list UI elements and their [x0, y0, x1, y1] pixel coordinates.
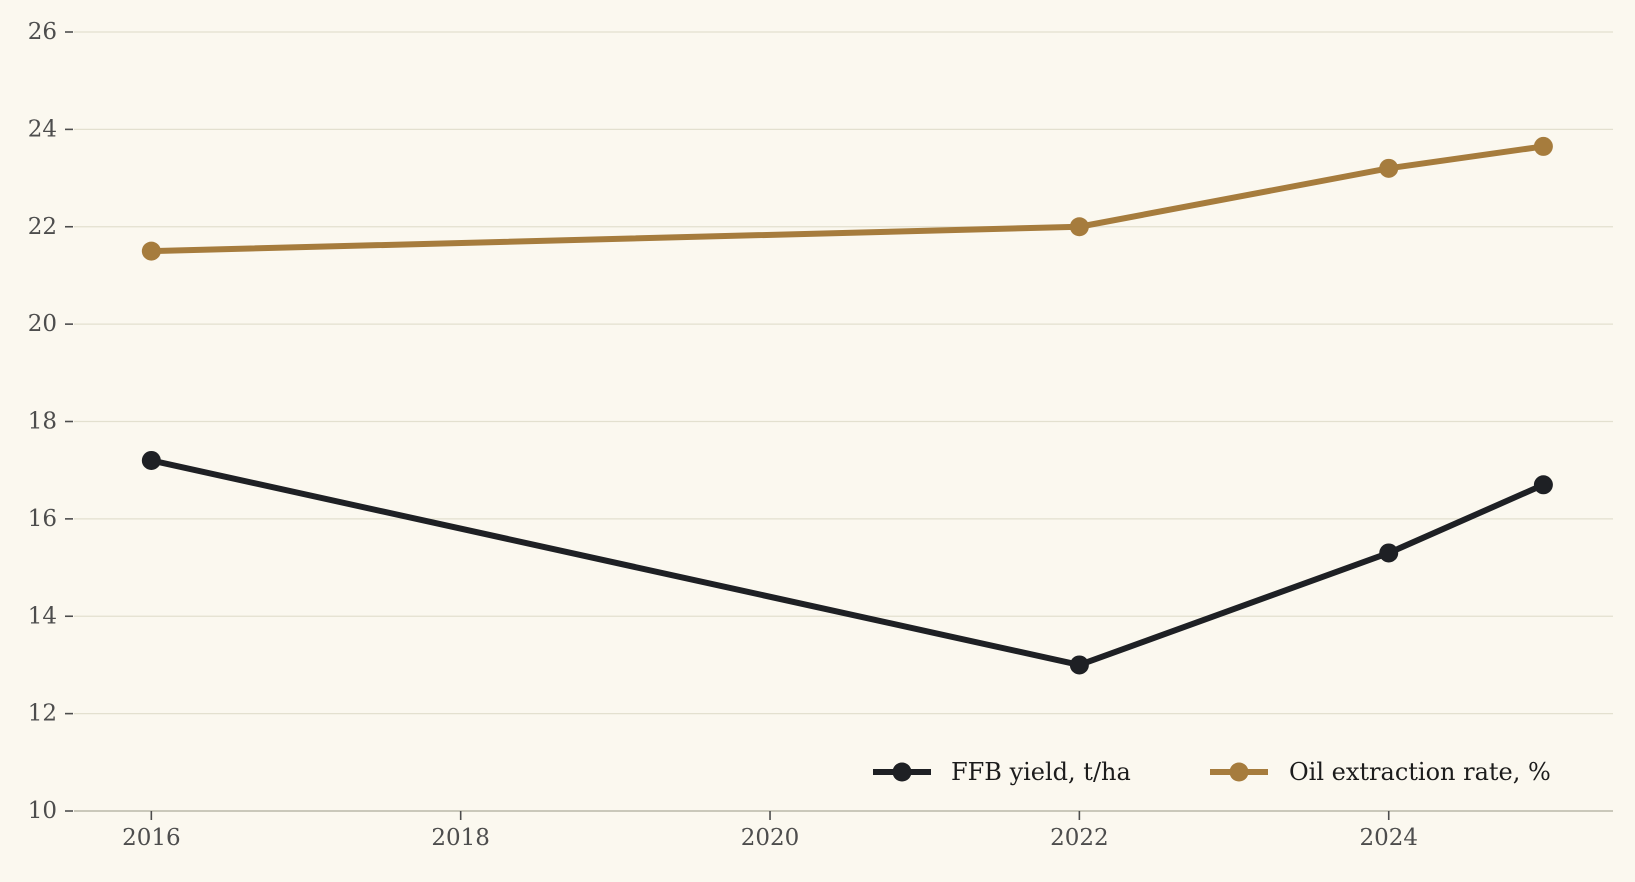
data-point-1-2024	[1379, 158, 1399, 178]
y-tick-label: 14	[28, 603, 57, 629]
y-tick-label: 24	[28, 116, 57, 142]
legend: FFB yield, t/ha Oil extraction rate, %	[873, 758, 1551, 786]
y-tick-label: 18	[28, 409, 57, 435]
x-tick-label: 2016	[122, 825, 181, 851]
y-tick-label: 26	[28, 19, 57, 45]
data-point-1-2022	[1069, 217, 1089, 237]
data-point-0-2016	[141, 450, 161, 470]
legend-label-0: FFB yield, t/ha	[951, 758, 1131, 786]
x-tick-label: 2024	[1359, 825, 1418, 851]
legend-label-1: Oil extraction rate, %	[1289, 758, 1551, 786]
series-line-1	[148, 143, 1547, 255]
series-line-0	[148, 457, 1547, 668]
y-tick-label: 10	[28, 798, 57, 824]
grid-lines	[74, 31, 1613, 715]
y-axis: 10 12 14 16 18 20 22 24 26	[28, 19, 73, 824]
y-tick-label: 20	[28, 311, 57, 337]
y-tick-label: 12	[28, 701, 57, 727]
x-tick-label: 2018	[431, 825, 490, 851]
x-tick-label: 2020	[741, 825, 800, 851]
data-point-0-2024	[1379, 543, 1399, 563]
x-tick-label: 2022	[1050, 825, 1109, 851]
y-tick-label: 16	[28, 506, 57, 532]
series-layer	[141, 136, 1553, 675]
data-point-0-2022	[1069, 655, 1089, 675]
y-tick-label: 22	[28, 214, 57, 240]
data-point-1-2016	[141, 241, 161, 261]
data-point-0-2025	[1533, 475, 1553, 495]
legend-swatch-marker-1	[1229, 762, 1249, 782]
legend-swatch-marker-0	[892, 762, 912, 782]
x-axis: 2016 2018 2020 2022 2024	[74, 810, 1613, 851]
data-point-1-2025	[1533, 136, 1553, 156]
